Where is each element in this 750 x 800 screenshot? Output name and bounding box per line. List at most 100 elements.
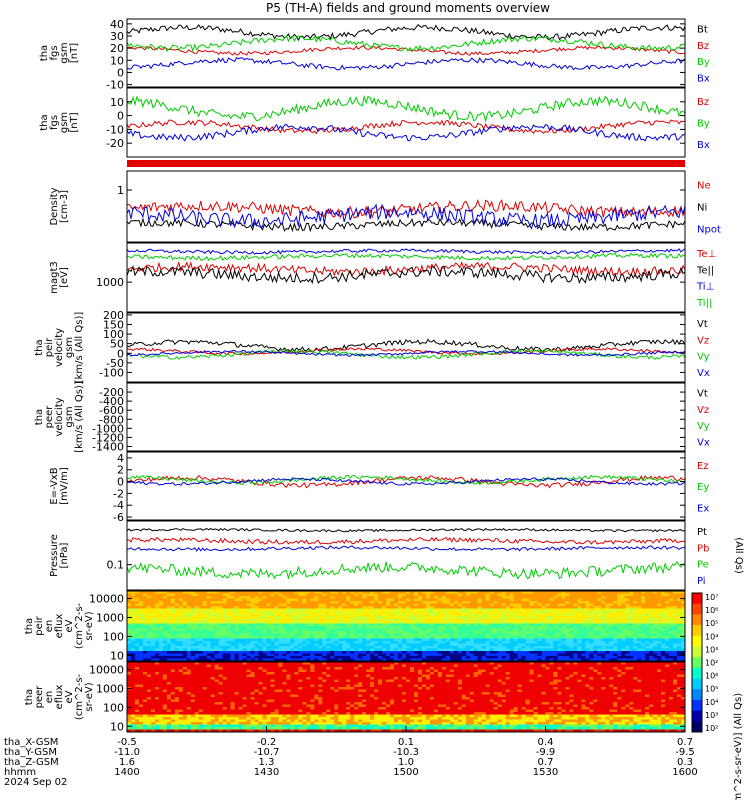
heatmap-cell [142, 667, 148, 670]
heatmap-cell [354, 641, 359, 644]
heatmap-cell [134, 729, 140, 733]
heatmap-cell [433, 616, 439, 619]
heatmap-cell [150, 653, 156, 657]
heatmap-cell [398, 648, 403, 652]
heatmap-cell [469, 636, 475, 639]
heatmap-cell [621, 598, 626, 602]
heatmap-cell [625, 631, 630, 634]
heatmap-cell [178, 596, 184, 599]
heatmap-cell [653, 616, 658, 619]
heatmap-cell [517, 616, 522, 619]
heatmap-cell [346, 641, 351, 644]
heatmap-cell [601, 633, 606, 637]
heatmap-cell [154, 633, 160, 637]
heatmap-cell [378, 598, 383, 602]
heatmap-cell [669, 621, 674, 624]
heatmap-cell [322, 656, 327, 659]
heatmap-cell [649, 616, 654, 619]
heatmap-cell [170, 684, 176, 688]
heatmap-cell [178, 694, 184, 698]
heatmap-cell [302, 633, 307, 637]
heatmap-cell [178, 682, 184, 685]
heatmap-cell [665, 633, 670, 637]
heatmap-cell [238, 603, 243, 607]
heatmap-cell [222, 623, 227, 627]
heatmap-cell [425, 628, 431, 632]
heatmap-cell [553, 631, 558, 634]
heatmap-cell [366, 626, 371, 629]
heatmap-cell [230, 667, 235, 670]
heatmap-cell [294, 603, 299, 607]
heatmap-cell [429, 593, 435, 597]
heatmap-cell [190, 679, 196, 683]
heatmap-cell [178, 674, 184, 678]
heatmap-cell [298, 621, 303, 624]
heatmap-cell [222, 591, 227, 594]
heatmap-cell [182, 719, 188, 723]
heatmap-cell [589, 626, 594, 629]
heatmap-cell [230, 641, 235, 644]
heatmap-cell [366, 656, 371, 659]
heatmap-cell [366, 633, 371, 637]
heatmap-cell [154, 699, 160, 703]
heatmap-cell [481, 591, 487, 594]
heatmap-cell [669, 598, 674, 602]
heatmap-cell [158, 611, 164, 614]
heatmap-cell [549, 641, 554, 644]
heatmap-cell [653, 601, 658, 604]
heatmap-cell [214, 653, 219, 657]
heatmap-cell [545, 611, 550, 614]
heatmap-cell [178, 598, 184, 602]
heatmap-cell [417, 636, 423, 639]
heatmap-cell [350, 641, 355, 644]
heatmap-cell [274, 641, 279, 644]
heatmap-cell [334, 613, 339, 617]
heatmap-cell [561, 623, 566, 627]
heatmap-cell [553, 658, 558, 662]
heatmap-cell [641, 653, 646, 657]
heatmap-cell [569, 606, 574, 609]
heatmap-cell [569, 646, 574, 649]
heatmap-cell [354, 656, 359, 659]
heatmap-cell [621, 621, 626, 624]
heatmap-cell [421, 621, 427, 624]
heatmap-cell [617, 603, 622, 607]
heatmap-cell [202, 684, 208, 688]
heatmap-cell [254, 626, 259, 629]
heatmap-cell [394, 593, 399, 597]
heatmap-cell [258, 611, 263, 614]
heatmap-cell [601, 626, 606, 629]
heatmap-cell [142, 628, 148, 632]
heatmap-cell [166, 636, 172, 639]
heatmap-cell [394, 591, 399, 594]
heatmap-cell [425, 591, 431, 594]
heatmap-cell [150, 699, 156, 703]
heatmap-cell [290, 623, 295, 627]
heatmap-cell [565, 626, 570, 629]
heatmap-cell [481, 638, 487, 642]
heatmap-cell [485, 591, 490, 594]
heatmap-cell [673, 601, 678, 604]
heatmap-cell [298, 636, 303, 639]
heatmap-cell [497, 638, 502, 642]
heatmap-cell [505, 618, 510, 622]
heatmap-cell [178, 724, 184, 728]
heatmap-cell [166, 702, 172, 705]
heatmap-cell [477, 603, 483, 607]
heatmap-cell [134, 689, 140, 693]
heatmap-cell [549, 656, 554, 659]
heatmap-cell [453, 616, 459, 619]
heatmap-cell [382, 638, 387, 642]
heatmap-cell [390, 636, 395, 639]
heatmap-cell [234, 648, 239, 652]
heatmap-cell [390, 653, 395, 657]
heatmap-cell [549, 611, 554, 614]
heatmap-cell [262, 596, 267, 599]
panel-frame [126, 242, 686, 313]
heatmap-cell [286, 608, 291, 612]
heatmap-cell [250, 621, 255, 624]
heatmap-cell [154, 616, 160, 619]
heatmap-cell [497, 636, 502, 639]
heatmap-cell [469, 643, 475, 647]
